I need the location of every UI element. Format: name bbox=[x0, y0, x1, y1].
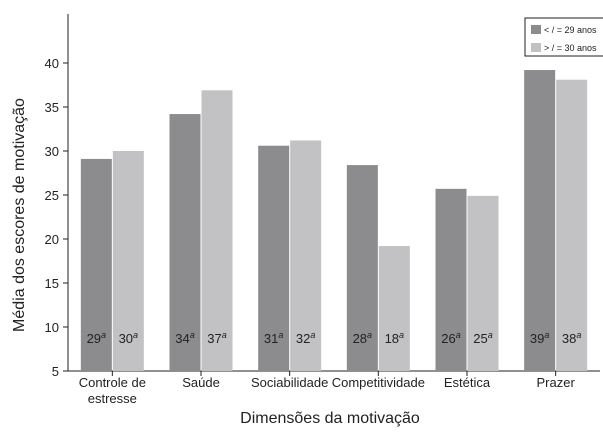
bar bbox=[258, 145, 290, 371]
x-tick-label: Estética bbox=[444, 375, 491, 390]
y-tick-label: 25 bbox=[45, 188, 59, 203]
data-label: 32a bbox=[296, 330, 315, 346]
bar bbox=[556, 79, 588, 371]
data-labels: 29a 30a 34a 37a 31a 32a 28a 18a 26a 25a 39a 38a bbox=[87, 330, 582, 346]
y-tick-label: 20 bbox=[45, 232, 59, 247]
y-axis-title: Média dos escores de motivação bbox=[11, 98, 28, 332]
data-label: 38a bbox=[562, 330, 581, 346]
data-label: 26a bbox=[441, 330, 460, 346]
legend-swatch bbox=[531, 25, 541, 34]
bar bbox=[112, 151, 144, 371]
y-tick-label: 5 bbox=[52, 364, 59, 379]
y-tick-label: 10 bbox=[45, 320, 59, 335]
bar bbox=[201, 90, 233, 371]
y-tick-label: 15 bbox=[45, 276, 59, 291]
data-label: 28a bbox=[353, 330, 372, 346]
bar bbox=[290, 140, 322, 371]
data-label: 25a bbox=[473, 330, 492, 346]
legend-label: > / = 30 anos bbox=[544, 43, 597, 53]
bar bbox=[378, 246, 410, 371]
y-axis: 5 10 15 20 25 30 35 40 bbox=[45, 14, 69, 379]
y-tick-label: 35 bbox=[45, 100, 59, 115]
data-label: 18a bbox=[385, 330, 404, 346]
y-tick-label: 30 bbox=[45, 144, 59, 159]
data-label: 31a bbox=[264, 330, 283, 346]
x-axis: Controle de estresse Saúde Sociabilidade Com… bbox=[68, 370, 600, 406]
bars bbox=[80, 70, 588, 371]
data-label: 30a bbox=[119, 330, 138, 346]
data-label: 37a bbox=[207, 330, 226, 346]
data-label: 39a bbox=[530, 330, 549, 346]
x-tick-label: Saúde bbox=[182, 375, 220, 390]
legend-swatch bbox=[531, 43, 541, 52]
data-label: 29a bbox=[87, 330, 106, 346]
x-tick-label: Competitividade bbox=[332, 375, 425, 390]
bar bbox=[346, 165, 378, 371]
x-tick-label: Sociabilidade bbox=[251, 375, 328, 390]
legend: < / = 29 anos > / = 30 anos bbox=[524, 17, 603, 57]
y-tick-label: 40 bbox=[45, 56, 59, 71]
bar bbox=[80, 158, 112, 371]
x-tick-label: Prazer bbox=[537, 375, 576, 390]
bar bbox=[524, 70, 556, 371]
legend-label: < / = 29 anos bbox=[544, 25, 597, 35]
x-tick-label: Controle de estresse bbox=[79, 375, 146, 406]
bar bbox=[435, 188, 467, 371]
x-axis-title: Dimensões da motivação bbox=[240, 410, 420, 427]
data-label: 34a bbox=[175, 330, 194, 346]
bar bbox=[169, 114, 201, 371]
bar bbox=[467, 195, 499, 371]
